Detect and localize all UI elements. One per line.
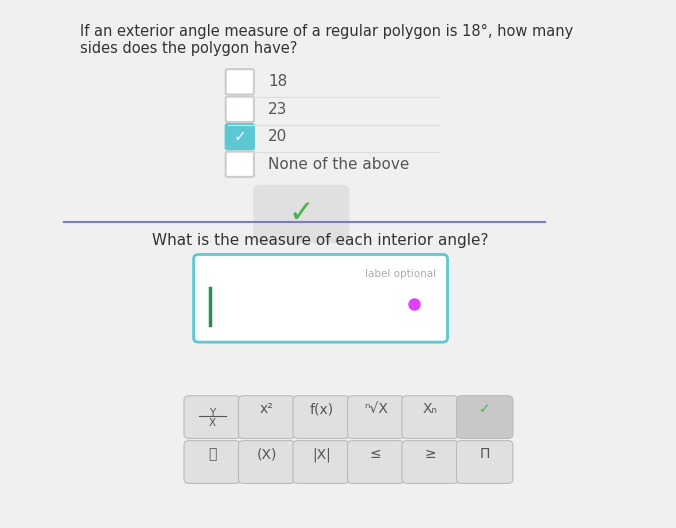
Text: Xₙ: Xₙ [422,402,438,417]
Text: ≥: ≥ [425,447,436,461]
Text: Π: Π [479,447,490,461]
FancyBboxPatch shape [402,396,458,438]
FancyBboxPatch shape [226,97,254,122]
Text: ✓: ✓ [289,200,314,228]
Text: (X): (X) [256,447,277,461]
Text: 18: 18 [268,74,287,89]
Text: ✓: ✓ [479,402,491,417]
Text: None of the above: None of the above [268,157,410,172]
FancyBboxPatch shape [347,440,404,484]
Text: f(x): f(x) [309,402,333,417]
Text: label optional: label optional [365,269,436,279]
FancyBboxPatch shape [239,440,295,484]
Text: What is the measure of each interior angle?: What is the measure of each interior ang… [152,233,489,248]
Text: 🗑: 🗑 [208,447,216,461]
FancyBboxPatch shape [293,396,349,438]
FancyBboxPatch shape [184,440,241,484]
FancyBboxPatch shape [402,440,458,484]
FancyBboxPatch shape [226,124,254,149]
Text: Y: Y [209,408,216,418]
Text: ⁿ√X: ⁿ√X [364,402,387,417]
FancyBboxPatch shape [293,440,349,484]
FancyBboxPatch shape [226,152,254,177]
Text: 23: 23 [268,102,287,117]
Text: |X|: |X| [312,447,331,461]
FancyBboxPatch shape [456,396,513,438]
FancyBboxPatch shape [184,396,241,438]
FancyBboxPatch shape [193,254,448,342]
FancyBboxPatch shape [239,396,295,438]
Text: ✓: ✓ [233,129,246,144]
FancyBboxPatch shape [254,185,349,243]
Text: If an exterior angle measure of a regular polygon is 18°, how many
sides does th: If an exterior angle measure of a regula… [80,24,573,56]
Text: x²: x² [260,402,274,417]
Text: 20: 20 [268,129,287,144]
FancyBboxPatch shape [226,69,254,95]
FancyBboxPatch shape [347,396,404,438]
FancyBboxPatch shape [456,440,513,484]
Text: ≤: ≤ [370,447,381,461]
Text: X: X [209,419,216,428]
